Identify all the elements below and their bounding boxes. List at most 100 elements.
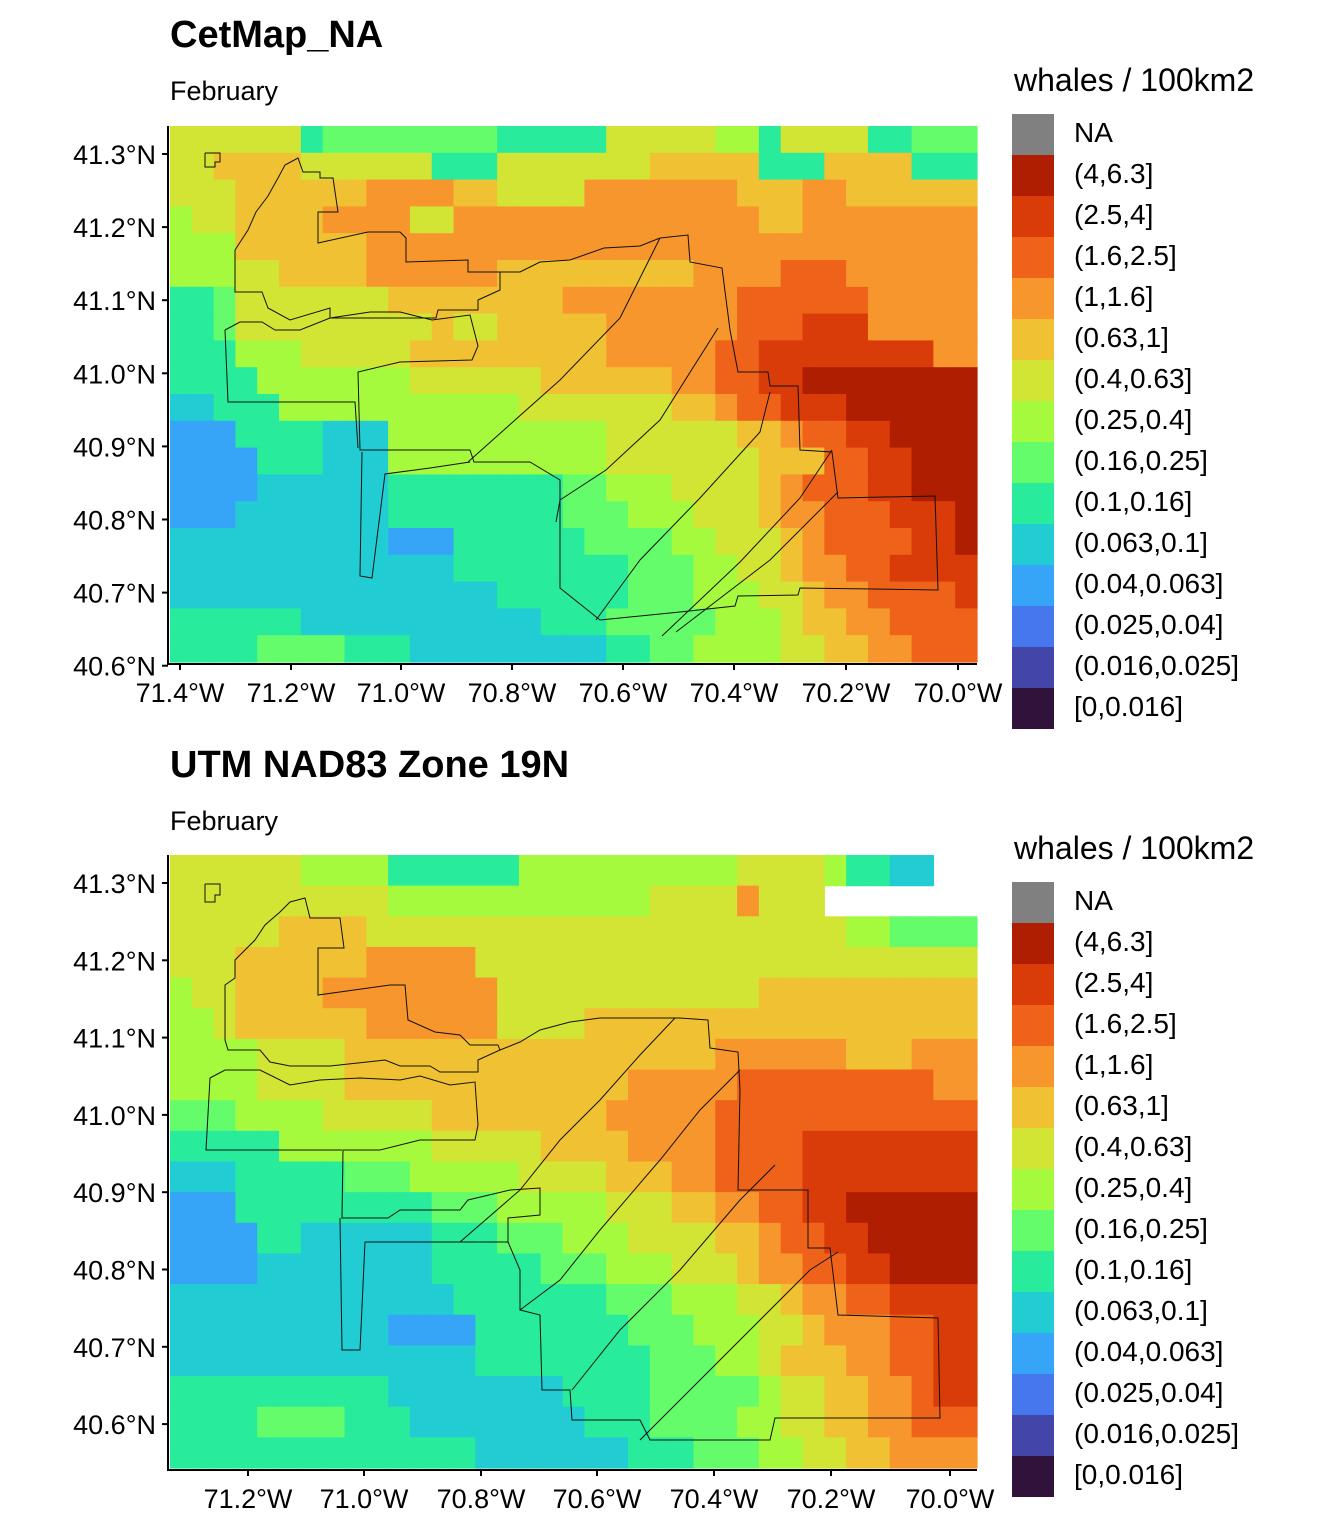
raster-cell — [300, 885, 324, 917]
legend-swatch — [1012, 155, 1054, 196]
raster-cell — [518, 474, 542, 502]
raster-cell — [889, 581, 913, 609]
raster-cell — [344, 1130, 367, 1163]
legend-label: [0,0.016] — [1074, 1459, 1183, 1490]
raster-cell — [191, 1253, 215, 1285]
raster-cell — [584, 581, 607, 609]
raster-cell — [715, 977, 738, 1009]
lease-area-outline — [205, 1077, 342, 1151]
raster-cell — [933, 501, 956, 529]
raster-cell — [584, 1376, 607, 1408]
x-tick-label: 70.0°W — [914, 678, 1003, 708]
raster-cell — [191, 635, 215, 663]
raster-cell — [867, 1253, 891, 1285]
raster-cell — [955, 608, 978, 636]
raster-cell — [344, 528, 367, 556]
raster-cell — [431, 340, 455, 368]
raster-cell — [693, 1008, 716, 1040]
raster-cell — [431, 528, 455, 556]
raster-cell — [388, 313, 411, 341]
raster-cell — [191, 152, 215, 181]
raster-cell — [606, 608, 629, 636]
raster-cell — [649, 1345, 673, 1377]
raster-cell — [170, 260, 193, 288]
raster-cell — [671, 313, 695, 341]
raster-cell — [431, 1161, 455, 1193]
legend-label: (0.1,0.16] — [1074, 486, 1193, 517]
raster-cell — [257, 1437, 280, 1469]
raster-cell — [235, 635, 258, 663]
raster-cell — [322, 1376, 346, 1408]
raster-cell — [628, 420, 651, 449]
raster-cell — [518, 1008, 542, 1040]
raster-cell — [867, 554, 891, 583]
raster-cell — [170, 855, 193, 887]
raster-cell — [824, 179, 847, 207]
raster-cell — [955, 340, 978, 368]
raster-cell — [191, 608, 215, 636]
raster-cell — [322, 1253, 346, 1285]
raster-cell — [497, 1406, 520, 1438]
raster-cell — [693, 126, 716, 154]
raster-cell — [933, 554, 956, 583]
raster-cell — [170, 313, 193, 341]
raster-cell — [889, 1314, 913, 1346]
legend-item: (0.063,0.1] — [1012, 524, 1332, 565]
raster-cell — [628, 367, 651, 395]
raster-cell — [867, 179, 891, 207]
raster-cell — [911, 340, 934, 368]
raster-cell — [802, 635, 825, 663]
raster-cell — [279, 1284, 302, 1316]
raster-cell — [955, 179, 978, 207]
raster-cell — [235, 977, 258, 1009]
raster-cell — [453, 1130, 476, 1163]
y-tick-label: 40.8°N — [73, 506, 156, 536]
raster-cell — [606, 1284, 629, 1316]
legend-label: (0.1,0.16] — [1074, 1254, 1193, 1285]
raster-cell — [955, 581, 978, 609]
raster-cell — [453, 554, 476, 583]
raster-cell — [867, 1406, 891, 1438]
raster-cell — [279, 608, 302, 636]
raster-cell — [584, 179, 607, 207]
raster-cell — [606, 528, 629, 556]
raster-cell — [431, 420, 455, 449]
raster-cell — [671, 1314, 695, 1346]
raster-cell — [649, 260, 673, 288]
y-tick-label: 41.3°N — [73, 869, 156, 899]
raster-cell — [344, 1222, 367, 1255]
raster-cell — [693, 1222, 716, 1255]
raster-cell — [933, 340, 956, 368]
raster-cell — [475, 608, 498, 636]
raster-cell — [911, 977, 934, 1009]
raster-cell — [846, 1406, 869, 1438]
raster-cell — [431, 394, 455, 422]
raster-cell — [737, 1161, 760, 1193]
raster-cell — [213, 635, 237, 663]
raster-cell — [780, 447, 804, 475]
raster-cell — [606, 1253, 629, 1285]
raster-cell — [889, 916, 913, 948]
raster-cell — [322, 608, 346, 636]
raster-cell — [846, 126, 869, 154]
raster-cell — [300, 1253, 324, 1285]
raster-cell — [366, 367, 389, 395]
raster-cell — [300, 260, 324, 288]
raster-cell — [846, 608, 869, 636]
raster-cell — [824, 1284, 847, 1316]
raster-cell — [824, 394, 847, 422]
raster-cell — [453, 152, 476, 181]
raster-cell — [867, 1376, 891, 1408]
legend-label: (0.25,0.4] — [1074, 404, 1193, 435]
raster-cell — [388, 1192, 411, 1224]
legend-label: (0.63,1] — [1074, 1090, 1169, 1121]
raster-cell — [562, 1130, 585, 1163]
raster-cell — [562, 635, 585, 663]
raster-cell — [846, 855, 869, 887]
raster-cell — [279, 1437, 302, 1469]
panel-title: CetMap_NA — [170, 14, 384, 56]
raster-cell — [191, 126, 215, 154]
raster-cell — [824, 126, 847, 154]
x-tick-label: 71.4°W — [136, 678, 225, 708]
raster-cell — [366, 581, 389, 609]
